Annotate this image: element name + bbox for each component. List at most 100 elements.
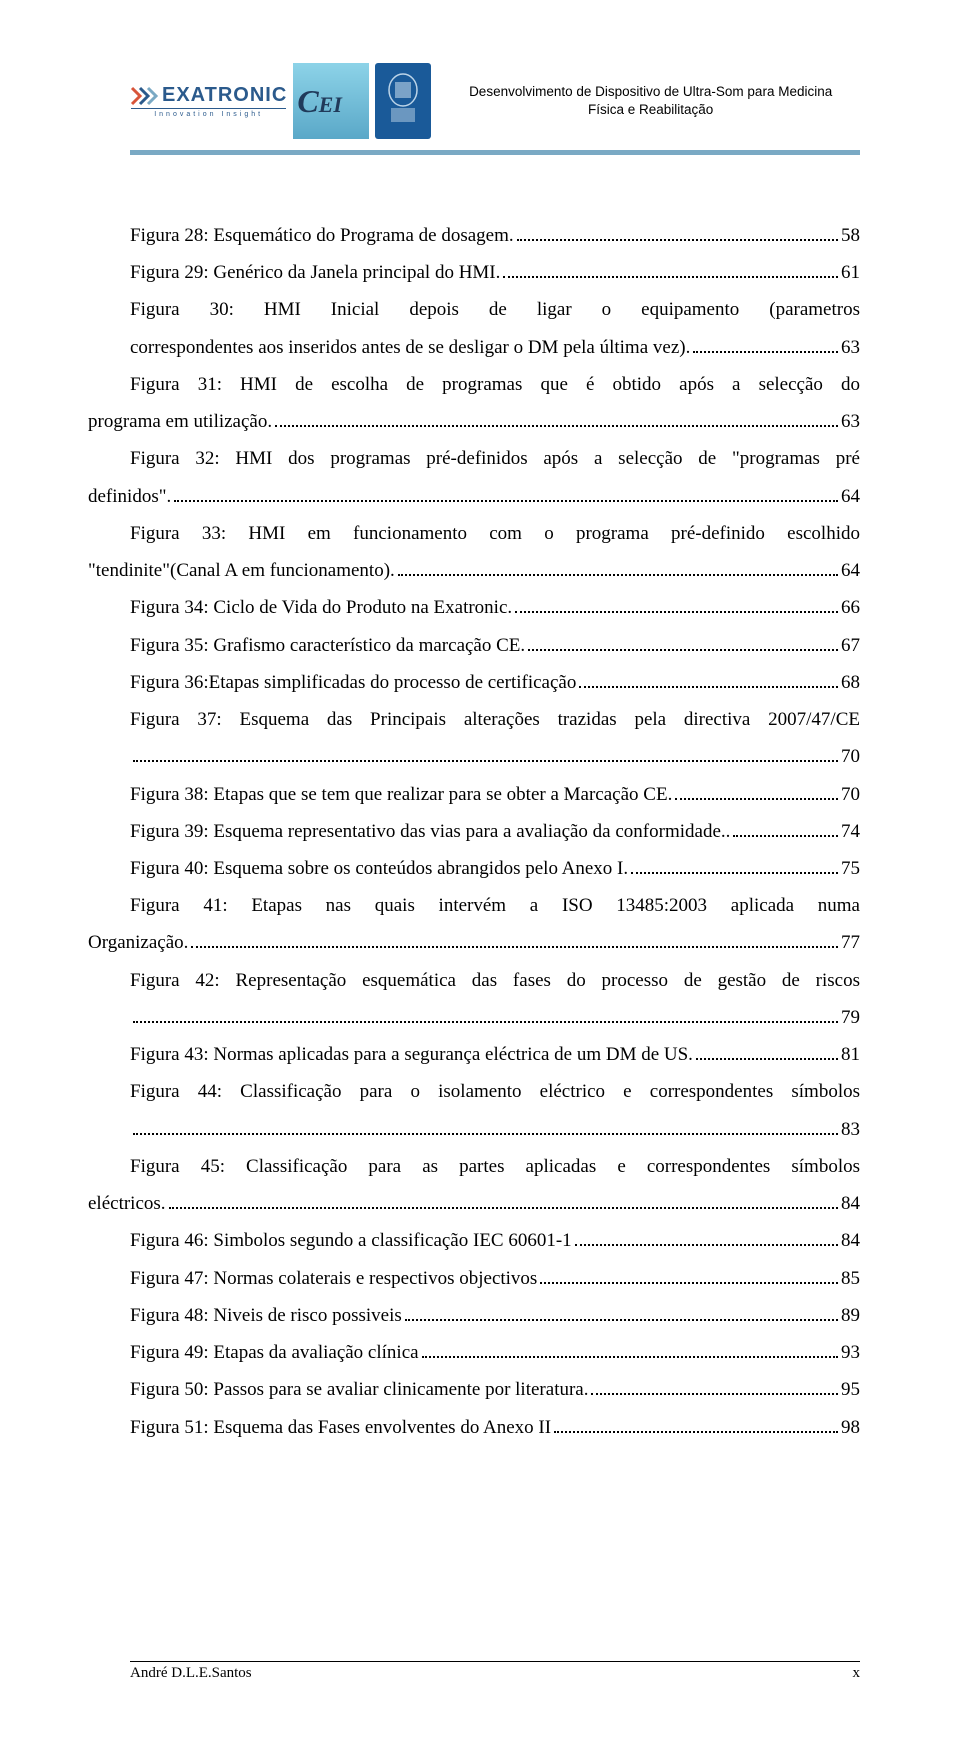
entry-page-number: 61: [841, 254, 860, 291]
entry-page-number: 63: [841, 403, 860, 440]
figure-entry: eléctricos. 84: [88, 1185, 860, 1222]
figure-entry: 83: [130, 1111, 860, 1148]
entry-text: Figura 44: Classificação para o isolamen…: [130, 1073, 860, 1110]
entry-page-number: 68: [841, 664, 860, 701]
entry-text: Figura 42: Representação esquemática das…: [130, 962, 860, 999]
entry-page-number: 74: [841, 813, 860, 850]
entry-page-number: 67: [841, 627, 860, 664]
entry-page-number: 64: [841, 478, 860, 515]
header-rule: [130, 150, 860, 155]
entry-page-number: 93: [841, 1334, 860, 1371]
leader-dots: [733, 823, 838, 837]
figure-entry: Figura 34: Ciclo de Vida do Produto na E…: [130, 589, 860, 626]
figure-entry: Figura 28: Esquemático do Programa de do…: [130, 217, 860, 254]
entry-text: Figura 51: Esquema das Fases envolventes…: [130, 1409, 551, 1446]
leader-dots: [503, 265, 838, 279]
entry-text: Figura 49: Etapas da avaliação clínica: [130, 1334, 419, 1371]
figure-entry: Figura 30: HMI Inicial depois de ligar o…: [130, 291, 860, 328]
figure-entry: Figura 35: Grafismo característico da ma…: [130, 627, 860, 664]
leader-dots: [275, 414, 838, 428]
entry-text: Figura 38: Etapas que se tem que realiza…: [130, 776, 672, 813]
leader-dots: [422, 1344, 838, 1358]
entry-text: eléctricos.: [88, 1185, 166, 1222]
entry-page-number: 89: [841, 1297, 860, 1334]
entry-text: Organização.: [88, 924, 188, 961]
entry-text: Figura 29: Genérico da Janela principal …: [130, 254, 500, 291]
university-logo: [375, 63, 431, 139]
leader-dots: [591, 1382, 838, 1396]
entry-text: definidos".: [88, 478, 171, 515]
figure-entry: Figura 36:Etapas simplificadas do proces…: [130, 664, 860, 701]
entry-text: Figura 41: Etapas nas quais intervém a I…: [130, 887, 860, 924]
entry-page-number: 63: [841, 329, 860, 366]
leader-dots: [398, 562, 838, 576]
entry-page-number: 70: [841, 738, 860, 775]
figure-entry: Figura 51: Esquema das Fases envolventes…: [130, 1409, 860, 1446]
leader-dots: [133, 1121, 838, 1135]
figure-entry: Figura 48: Niveis de risco possiveis 89: [130, 1297, 860, 1334]
brand-name: EXATRONIC: [162, 84, 287, 107]
leader-dots: [133, 749, 838, 763]
figure-entry: Figura 29: Genérico da Janela principal …: [130, 254, 860, 291]
entry-text: Figura 33: HMI em funcionamento com o pr…: [130, 515, 860, 552]
entry-text: Figura 43: Normas aplicadas para a segur…: [130, 1036, 693, 1073]
figure-entry: Figura 49: Etapas da avaliação clínica 9…: [130, 1334, 860, 1371]
list-of-figures: Figura 28: Esquemático do Programa de do…: [130, 217, 860, 1446]
figure-entry: Figura 39: Esquema representativo das vi…: [130, 813, 860, 850]
entry-text: Figura 39: Esquema representativo das vi…: [130, 813, 721, 850]
entry-text: Figura 31: HMI de escolha de programas q…: [130, 366, 860, 403]
leader-dots: [696, 1046, 838, 1060]
leader-dots: [191, 935, 838, 949]
figure-entry: "tendinite"(Canal A em funcionamento). 6…: [88, 552, 860, 589]
entry-text: Figura 28: Esquemático do Programa de do…: [130, 217, 514, 254]
entry-page-number: 84: [841, 1222, 860, 1259]
entry-page-number: 77: [841, 924, 860, 961]
entry-text: Figura 46: Simbolos segundo a classifica…: [130, 1222, 572, 1259]
entry-text: Figura 36:Etapas simplificadas do proces…: [130, 664, 576, 701]
entry-page-number: 81: [841, 1036, 860, 1073]
leader-dots: [554, 1419, 838, 1433]
leader-dots: [517, 227, 838, 241]
entry-text: Figura 47: Normas colaterais e respectiv…: [130, 1260, 537, 1297]
leader-dots: [169, 1195, 838, 1209]
entry-page-number: 70: [841, 776, 860, 813]
entry-page-number: 83: [841, 1111, 860, 1148]
leader-dots: [405, 1307, 838, 1321]
entry-page-number: 75: [841, 850, 860, 887]
leader-dots: [579, 674, 838, 688]
leader-dots: [540, 1270, 838, 1284]
footer: André D.L.E.Santos x: [130, 1661, 860, 1682]
figure-entry: Figura 37: Esquema das Principais altera…: [130, 701, 860, 738]
entry-text: Figura 37: Esquema das Principais altera…: [130, 701, 860, 738]
entry-page-number: 98: [841, 1409, 860, 1446]
figure-entry: programa em utilização. 63: [88, 403, 860, 440]
figure-entry: Figura 43: Normas aplicadas para a segur…: [130, 1036, 860, 1073]
figure-entry: definidos". 64: [88, 478, 860, 515]
brand-tagline: Innovation Insight: [154, 111, 263, 118]
leader-dots: [675, 786, 838, 800]
footer-page: x: [853, 1665, 861, 1682]
entry-text: Figura 35: Grafismo característico da ma…: [130, 627, 525, 664]
leader-dots: [174, 488, 838, 502]
leader-dots: [515, 600, 838, 614]
figure-entry: 79: [130, 999, 860, 1036]
entry-text: Figura 40: Esquema sobre os conteúdos ab…: [130, 850, 628, 887]
entry-text: correspondentes aos inseridos antes de s…: [130, 329, 690, 366]
leader-dots: [133, 1009, 838, 1023]
figure-entry: Figura 50: Passos para se avaliar clinic…: [130, 1371, 860, 1408]
entry-text: Figura 50: Passos para se avaliar clinic…: [130, 1371, 588, 1408]
entry-text: Figura 48: Niveis de risco possiveis: [130, 1297, 402, 1334]
entry-page-number: 79: [841, 999, 860, 1036]
entry-page-number: 64: [841, 552, 860, 589]
entry-text: programa em utilização.: [88, 403, 272, 440]
leader-dots: [631, 860, 838, 874]
leader-dots: [693, 339, 838, 353]
figure-entry: Figura 45: Classificação para as partes …: [130, 1148, 860, 1185]
entry-text: Figura 45: Classificação para as partes …: [130, 1148, 860, 1185]
figure-entry: correspondentes aos inseridos antes de s…: [130, 329, 860, 366]
header-title-line2: Física e Reabilitação: [588, 102, 713, 117]
entry-text: Figura 32: HMI dos programas pré-definid…: [130, 440, 860, 477]
figure-entry: 70: [130, 738, 860, 775]
cei-logo: CEI: [293, 63, 369, 139]
entry-text: Figura 34: Ciclo de Vida do Produto na E…: [130, 589, 512, 626]
